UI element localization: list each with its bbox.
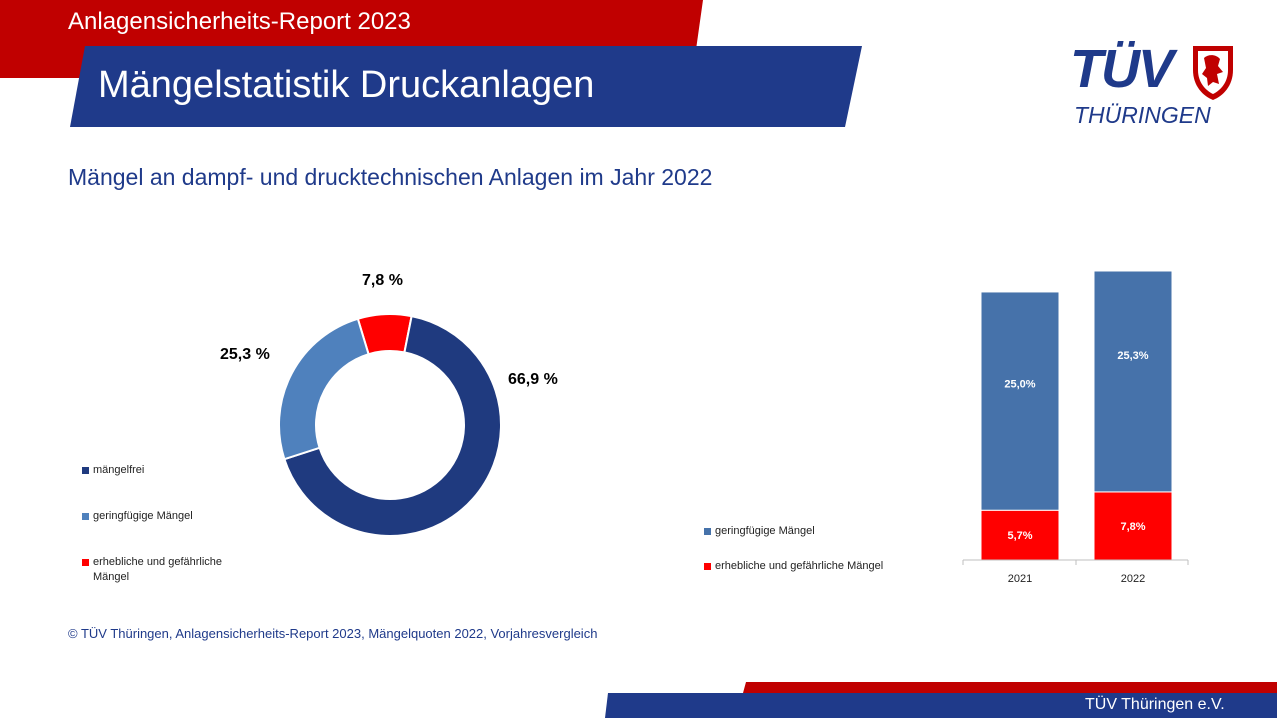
legend-swatch-red: [82, 559, 89, 566]
bar-value-label: 7,8%: [1120, 521, 1145, 533]
donut-slice-geringfuegig: [278, 317, 370, 461]
donut-slice-maengelfrei: [283, 314, 502, 537]
logo-tuev-text: TÜV: [1070, 39, 1174, 99]
legend-swatch-dark-blue: [82, 467, 89, 474]
bar-erhebliche-2021: [980, 509, 1060, 561]
donut-label-erhebliche: 7,8 %: [362, 272, 403, 289]
legend-label: erhebliche und gefährliche Mängel: [93, 556, 223, 583]
bar-geringfuegig-2021: [980, 291, 1060, 511]
header-blue-band: [70, 46, 862, 127]
stacked-bar-chart: 5,7% 25,0% 2021 7,8% 25,3% 2022: [962, 270, 1189, 585]
footer-band: [605, 682, 1277, 718]
legend-swatch-red: [704, 563, 711, 570]
legend-label: geringfügige Mängel: [715, 525, 815, 537]
bar-legend-geringfuegig: geringfügige Mängel: [704, 524, 904, 540]
bar-value-label: 25,3%: [1117, 350, 1148, 362]
donut-chart: [278, 313, 502, 537]
footer-org: TÜV Thüringen e.V.: [1085, 696, 1225, 713]
legend-swatch-bar-blue: [704, 528, 711, 535]
donut-label-geringfuegig: 25,3 %: [220, 346, 270, 363]
bar-geringfuegig-2022: [1093, 270, 1173, 493]
bar-value-label: 5,7%: [1007, 530, 1032, 542]
header-band: [0, 0, 862, 127]
tuev-logo: TÜV THÜRINGEN: [1066, 39, 1244, 136]
logo-region-text: THÜRINGEN: [1074, 102, 1211, 128]
legend-label: erhebliche und gefährliche Mängel: [715, 560, 884, 572]
source-note: © TÜV Thüringen, Anlagensicherheits-Repo…: [68, 626, 598, 641]
legend-swatch-light-blue: [82, 513, 89, 520]
legend-label: mängelfrei: [93, 464, 145, 476]
lion-crest-icon: [1193, 46, 1233, 100]
bar-legend-erhebliche: erhebliche und gefährliche Mängel: [704, 559, 924, 575]
x-tick-label: 2022: [1121, 573, 1145, 585]
chart-subtitle: Mängel an dampf- und drucktechnischen An…: [68, 164, 713, 190]
bar-value-label: 25,0%: [1004, 379, 1035, 391]
bar-erhebliche-2022: [1093, 491, 1173, 561]
footer-red-band: [743, 682, 1277, 693]
legend-label: geringfügige Mängel: [93, 510, 193, 522]
report-title: Anlagensicherheits-Report 2023: [68, 8, 411, 35]
donut-legend-geringfuegig: geringfügige Mängel: [82, 509, 262, 525]
page-title: Mängelstatistik Druckanlagen: [98, 64, 595, 106]
donut-legend-erhebliche: erhebliche und gefährliche Mängel: [82, 555, 247, 587]
donut-legend-maengelfrei: mängelfrei: [82, 463, 262, 479]
donut-label-maengelfrei: 66,9 %: [508, 371, 558, 388]
x-tick-label: 2021: [1008, 573, 1032, 585]
footer-blue-band: [605, 693, 1277, 718]
